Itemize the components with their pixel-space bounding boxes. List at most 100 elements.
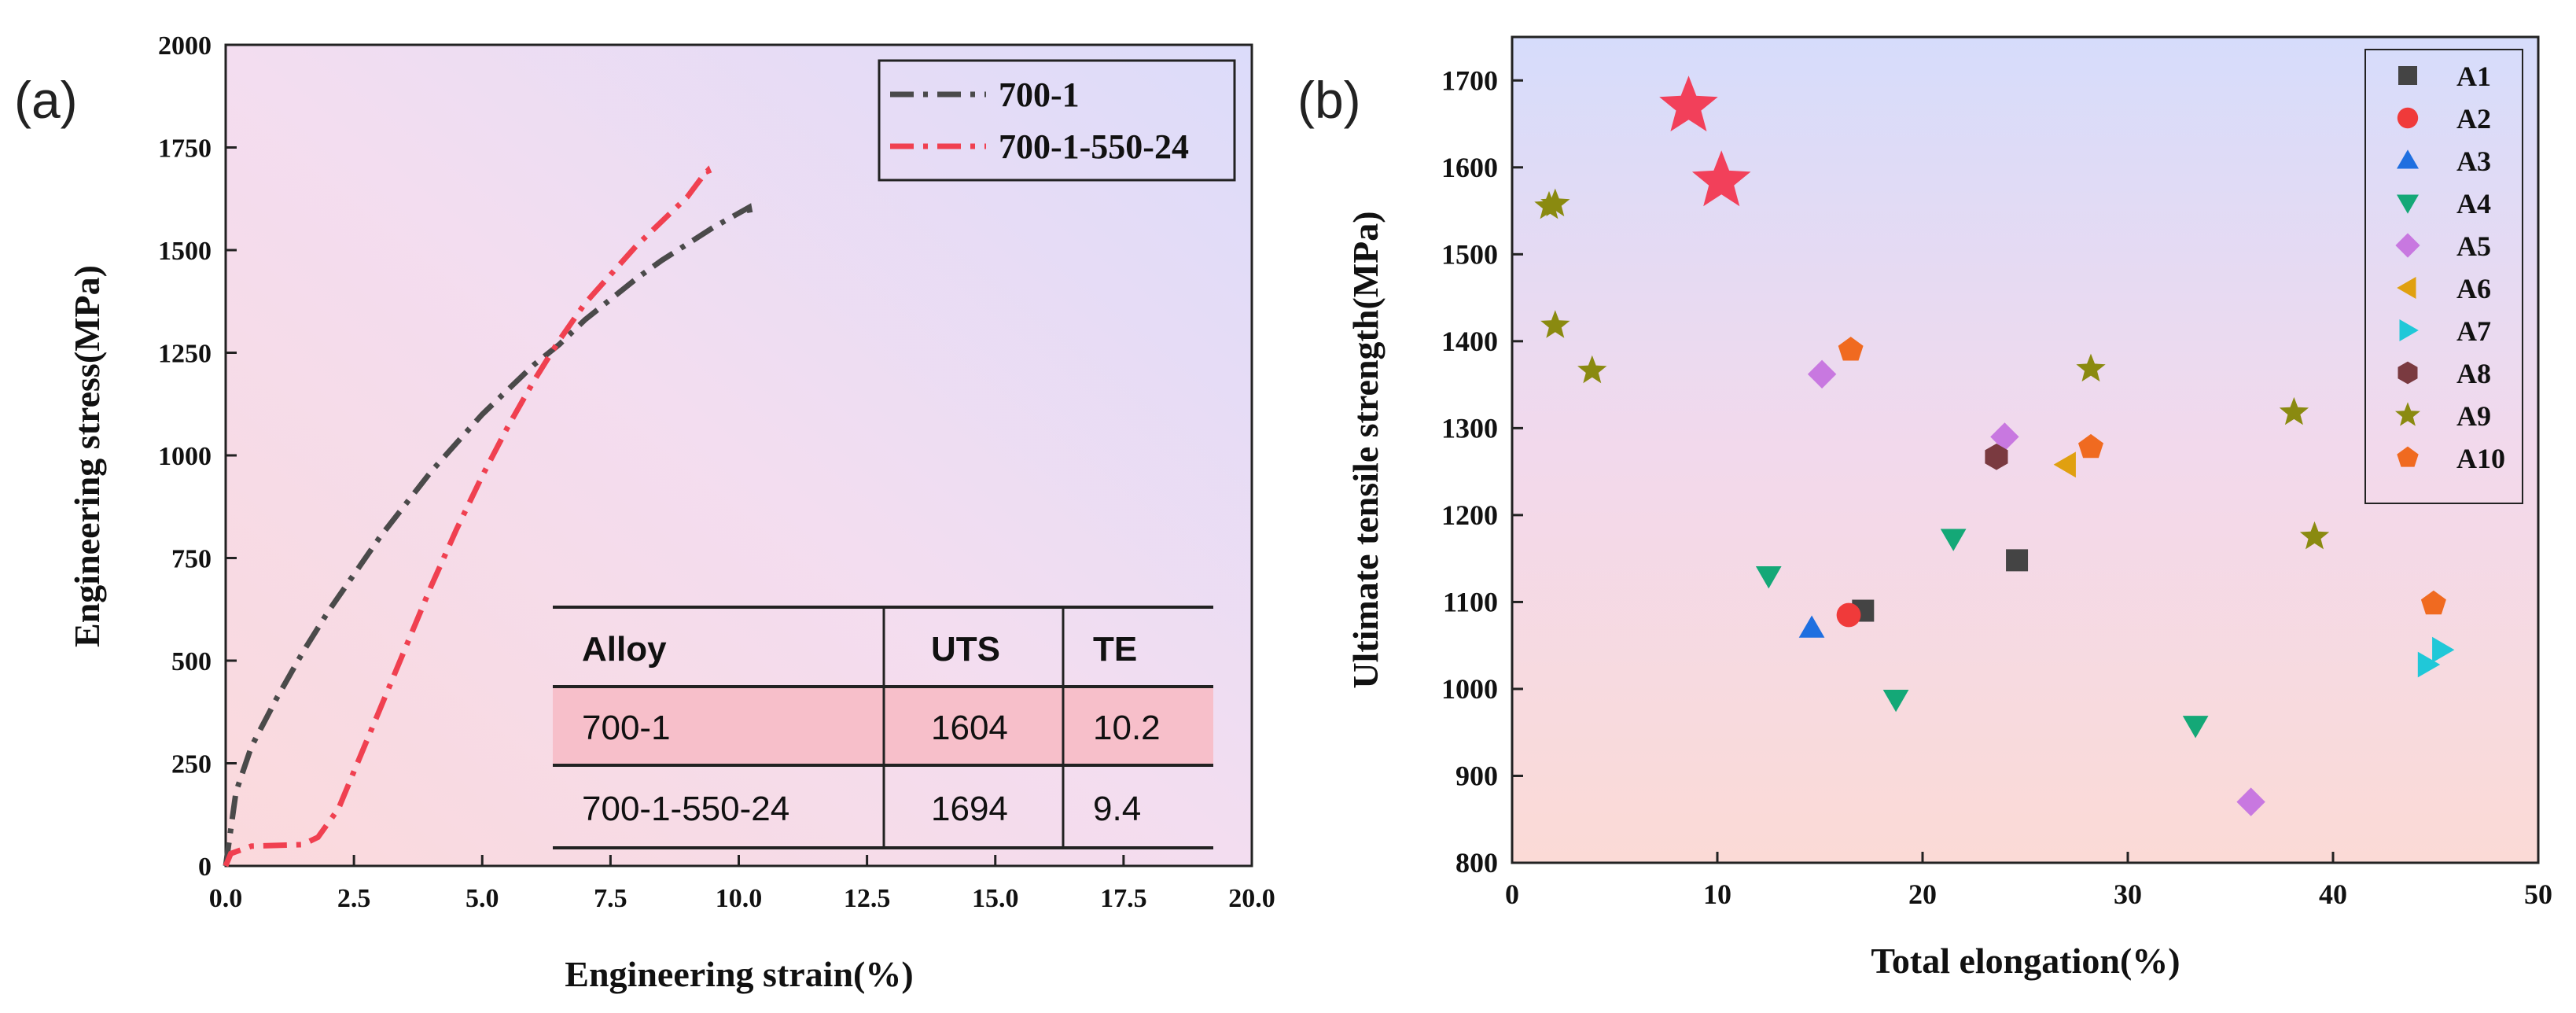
- point-A4: [1755, 566, 1782, 589]
- x-tick-label: 15.0: [972, 884, 1019, 913]
- point-A5: [2236, 787, 2265, 816]
- x-tick-label: 17.5: [1100, 884, 1147, 913]
- x-tick-label: 20: [1908, 879, 1937, 910]
- y-tick-label: 250: [171, 750, 212, 779]
- point-A10: [1838, 337, 1864, 361]
- y-tick-label: 1600: [1441, 152, 1498, 183]
- legend-label: A5: [2456, 230, 2491, 262]
- legend-marker-A7: [2399, 319, 2419, 341]
- x-tick-label: 40: [2319, 879, 2347, 910]
- legend-marker-A5: [2395, 233, 2420, 258]
- x-tick-label: 2.5: [337, 884, 371, 913]
- y-tick-label: 1750: [158, 134, 212, 164]
- point-A9: [2299, 521, 2330, 550]
- point-A7: [2417, 651, 2441, 678]
- table-cell: 9.4: [1093, 790, 1141, 828]
- point-A5: [1990, 422, 2019, 451]
- legend-label: A7: [2456, 315, 2491, 347]
- point-A4: [1882, 690, 1909, 713]
- panel-b-points: [1534, 76, 2455, 816]
- point-A8: [1985, 444, 2008, 470]
- y-tick-label: 800: [1455, 847, 1498, 879]
- y-tick-label: 1400: [1441, 326, 1498, 357]
- panel-b-ticks: 0 10 20 30 40 50 800 900 1000 1100 1200 1300 1400 150…: [1441, 64, 2552, 910]
- panel-b-legend: A1 A2 A3 A4 A5 A6 A7 A8 A9 A10: [2364, 49, 2523, 504]
- x-tick-label: 12.5: [844, 884, 891, 913]
- point-A3: [1798, 615, 1825, 638]
- table-header-cell: Alloy: [582, 630, 667, 669]
- x-tick-label: 50: [2524, 879, 2552, 910]
- y-tick-label: 1250: [158, 340, 212, 369]
- panel-a-lines: [223, 165, 755, 867]
- legend-marker-A3: [2397, 149, 2419, 169]
- legend-label: A1: [2456, 61, 2491, 92]
- x-tick-label: 10: [1703, 879, 1731, 910]
- series-line-700-1-550-24: [223, 165, 713, 867]
- point-A5: [1807, 359, 1837, 389]
- panel-a-y-axis-label: Engineering stress(MPa): [67, 265, 107, 647]
- x-tick-label: 7.5: [594, 884, 627, 913]
- legend-label: A10: [2456, 443, 2505, 474]
- legend-box: [2364, 49, 2523, 504]
- panel-a-table: Alloy UTS TE 700-1 1604 10.2 700-1-550-24 1694 9…: [553, 606, 1213, 849]
- panel-b-x-axis-label: Total elongation(%): [1871, 941, 2180, 981]
- y-tick-label: 1700: [1441, 64, 1498, 96]
- y-tick-label: 1100: [1443, 586, 1498, 617]
- legend-marker-A8: [2398, 361, 2418, 385]
- point-A9: [2279, 396, 2309, 425]
- point-A2: [1836, 602, 1861, 628]
- y-tick-label: 1500: [1441, 238, 1498, 270]
- legend-label: A3: [2456, 146, 2491, 177]
- legend-label: A4: [2456, 188, 2491, 219]
- panel-a-label: (a): [14, 71, 78, 129]
- y-tick-label: 1000: [158, 442, 212, 471]
- table-cell: 1604: [931, 709, 1008, 747]
- table-cell: 700-1: [582, 709, 671, 747]
- point-A9: [1577, 355, 1607, 384]
- table-cell: 10.2: [1093, 709, 1161, 747]
- y-tick-label: 1500: [158, 237, 212, 266]
- panel-a: (a) 0.0 2.5 5.0 7.5 10.0 12.5 15.0 17.5 20.0 0 250…: [14, 31, 1275, 994]
- panel-a-ticks: 0.0 2.5 5.0 7.5 10.0 12.5 15.0 17.5 20.0 0 250 500 7…: [158, 31, 1275, 913]
- point-A10: [2078, 433, 2103, 459]
- panel-a-x-axis-label: Engineering strain(%): [565, 954, 913, 994]
- y-tick-label: 500: [171, 647, 212, 676]
- point-A10: [2420, 590, 2446, 615]
- point-A1: [2006, 549, 2029, 572]
- point-highlight-star: [1659, 76, 1718, 132]
- x-tick-label: 30: [2114, 879, 2142, 910]
- legend-marker-A2: [2397, 107, 2419, 129]
- table-header-cell: TE: [1093, 630, 1137, 669]
- legend-box: [878, 59, 1236, 182]
- y-tick-label: 1000: [1441, 673, 1498, 705]
- point-A6: [2053, 451, 2076, 478]
- panel-b-plot-area: [1511, 35, 2540, 864]
- point-highlight-star: [1691, 150, 1751, 207]
- y-tick-label: 0: [198, 853, 212, 882]
- x-tick-label: 0.0: [209, 884, 243, 913]
- y-tick-label: 1300: [1441, 412, 1498, 444]
- table-cell: 700-1-550-24: [582, 790, 789, 828]
- legend-marker-A6: [2397, 277, 2416, 299]
- point-A9: [1540, 188, 1570, 217]
- x-tick-label: 0: [1505, 879, 1519, 910]
- legend-marker-A10: [2397, 446, 2419, 467]
- point-A7: [2432, 636, 2455, 663]
- legend-label: 700-1: [999, 76, 1080, 114]
- legend-label: A6: [2456, 273, 2491, 304]
- table-header-cell: UTS: [931, 630, 1000, 669]
- x-tick-label: 20.0: [1228, 884, 1275, 913]
- panel-b-y-axis-label: Ultimate tensile strength(MPa): [1345, 211, 1386, 688]
- legend-label: A2: [2456, 103, 2491, 134]
- legend-marker-A1: [2398, 66, 2417, 85]
- x-tick-label: 10.0: [716, 884, 763, 913]
- y-tick-label: 900: [1455, 760, 1498, 791]
- legend-marker-A4: [2397, 194, 2419, 214]
- legend-label: A9: [2456, 400, 2491, 432]
- legend-label: A8: [2456, 358, 2491, 389]
- point-A9: [1540, 310, 1570, 338]
- point-A9: [2076, 353, 2106, 382]
- legend-label: 700-1-550-24: [999, 127, 1189, 166]
- point-A4: [1940, 529, 1967, 551]
